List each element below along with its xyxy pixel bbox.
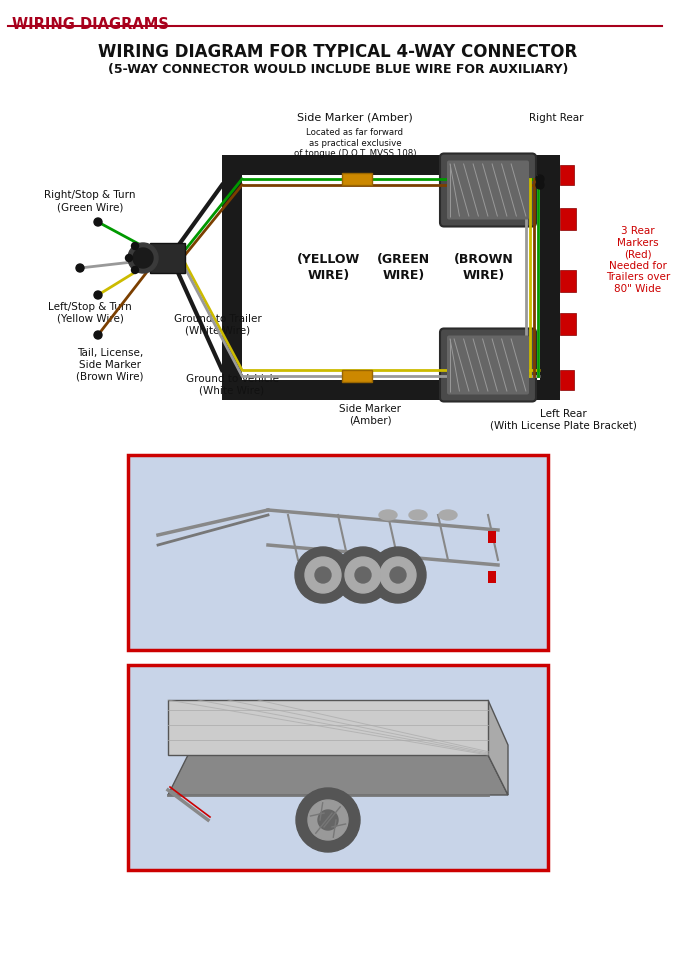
Text: Left Rear
(With License Plate Bracket): Left Rear (With License Plate Bracket) <box>489 409 637 431</box>
Text: 3 Rear
Markers
(Red)
Needed for
Trailers over
80" Wide: 3 Rear Markers (Red) Needed for Trailers… <box>606 226 670 294</box>
Circle shape <box>76 264 84 272</box>
Polygon shape <box>168 755 508 795</box>
Bar <box>560 270 576 292</box>
Bar <box>222 380 560 400</box>
Circle shape <box>318 810 338 830</box>
Circle shape <box>536 175 544 183</box>
Text: Side Marker
(Amber): Side Marker (Amber) <box>339 404 401 425</box>
Circle shape <box>305 557 341 593</box>
Ellipse shape <box>379 510 397 520</box>
Polygon shape <box>488 700 508 795</box>
Circle shape <box>308 800 348 840</box>
Circle shape <box>94 331 102 339</box>
Bar <box>128 665 548 870</box>
Bar <box>488 531 496 543</box>
Circle shape <box>296 788 360 852</box>
Text: WIRING DIAGRAMS: WIRING DIAGRAMS <box>12 17 169 32</box>
Circle shape <box>132 243 138 249</box>
FancyBboxPatch shape <box>447 161 529 220</box>
Bar <box>128 455 548 650</box>
Text: (YELLOW
WIRE): (YELLOW WIRE) <box>297 253 360 281</box>
Polygon shape <box>168 700 488 755</box>
Bar <box>560 165 574 185</box>
Circle shape <box>132 267 138 274</box>
Ellipse shape <box>409 510 427 520</box>
Text: Right Rear: Right Rear <box>529 113 583 123</box>
Bar <box>560 370 574 390</box>
Text: Left/Stop & Turn
(Yellow Wire): Left/Stop & Turn (Yellow Wire) <box>48 303 132 324</box>
Bar <box>242 175 540 380</box>
Bar <box>560 208 576 230</box>
Circle shape <box>355 567 371 583</box>
Circle shape <box>295 547 351 603</box>
Bar <box>150 243 185 273</box>
Text: (BROWN
WIRE): (BROWN WIRE) <box>454 253 513 281</box>
Text: Ground to Trailer
(White Wire): Ground to Trailer (White Wire) <box>174 314 262 336</box>
Text: Right/Stop & Turn
(Green Wire): Right/Stop & Turn (Green Wire) <box>45 190 136 212</box>
Circle shape <box>94 218 102 226</box>
FancyBboxPatch shape <box>447 336 529 395</box>
Circle shape <box>133 248 153 268</box>
Circle shape <box>335 547 391 603</box>
Text: (GREEN
WIRE): (GREEN WIRE) <box>377 253 430 281</box>
Bar <box>128 455 548 650</box>
Circle shape <box>345 557 381 593</box>
Circle shape <box>128 243 158 273</box>
Text: (5-WAY CONNECTOR WOULD INCLUDE BLUE WIRE FOR AUXILIARY): (5-WAY CONNECTOR WOULD INCLUDE BLUE WIRE… <box>108 64 568 76</box>
Text: Located as far forward
as practical exclusive
of tongue (D.O.T. MVSS 108): Located as far forward as practical excl… <box>294 128 416 158</box>
Ellipse shape <box>439 510 457 520</box>
Text: Ground to Vehicle
(White Wire): Ground to Vehicle (White Wire) <box>186 374 279 396</box>
Bar <box>222 155 242 400</box>
Circle shape <box>370 547 426 603</box>
Circle shape <box>536 181 544 189</box>
Circle shape <box>126 254 132 261</box>
Text: Tail, License,
Side Marker
(Brown Wire): Tail, License, Side Marker (Brown Wire) <box>76 348 144 382</box>
Bar <box>342 370 372 382</box>
Bar <box>540 155 560 400</box>
Bar <box>488 571 496 583</box>
Bar <box>128 665 548 870</box>
Bar <box>560 313 576 335</box>
Text: Side Marker (Amber): Side Marker (Amber) <box>297 113 413 123</box>
Bar <box>222 155 560 175</box>
Circle shape <box>390 567 406 583</box>
Circle shape <box>315 567 331 583</box>
FancyBboxPatch shape <box>440 329 536 401</box>
Circle shape <box>94 291 102 299</box>
Bar <box>342 173 372 185</box>
Text: WIRING DIAGRAM FOR TYPICAL 4-WAY CONNECTOR: WIRING DIAGRAM FOR TYPICAL 4-WAY CONNECT… <box>99 43 578 61</box>
Circle shape <box>380 557 416 593</box>
FancyBboxPatch shape <box>440 154 536 226</box>
